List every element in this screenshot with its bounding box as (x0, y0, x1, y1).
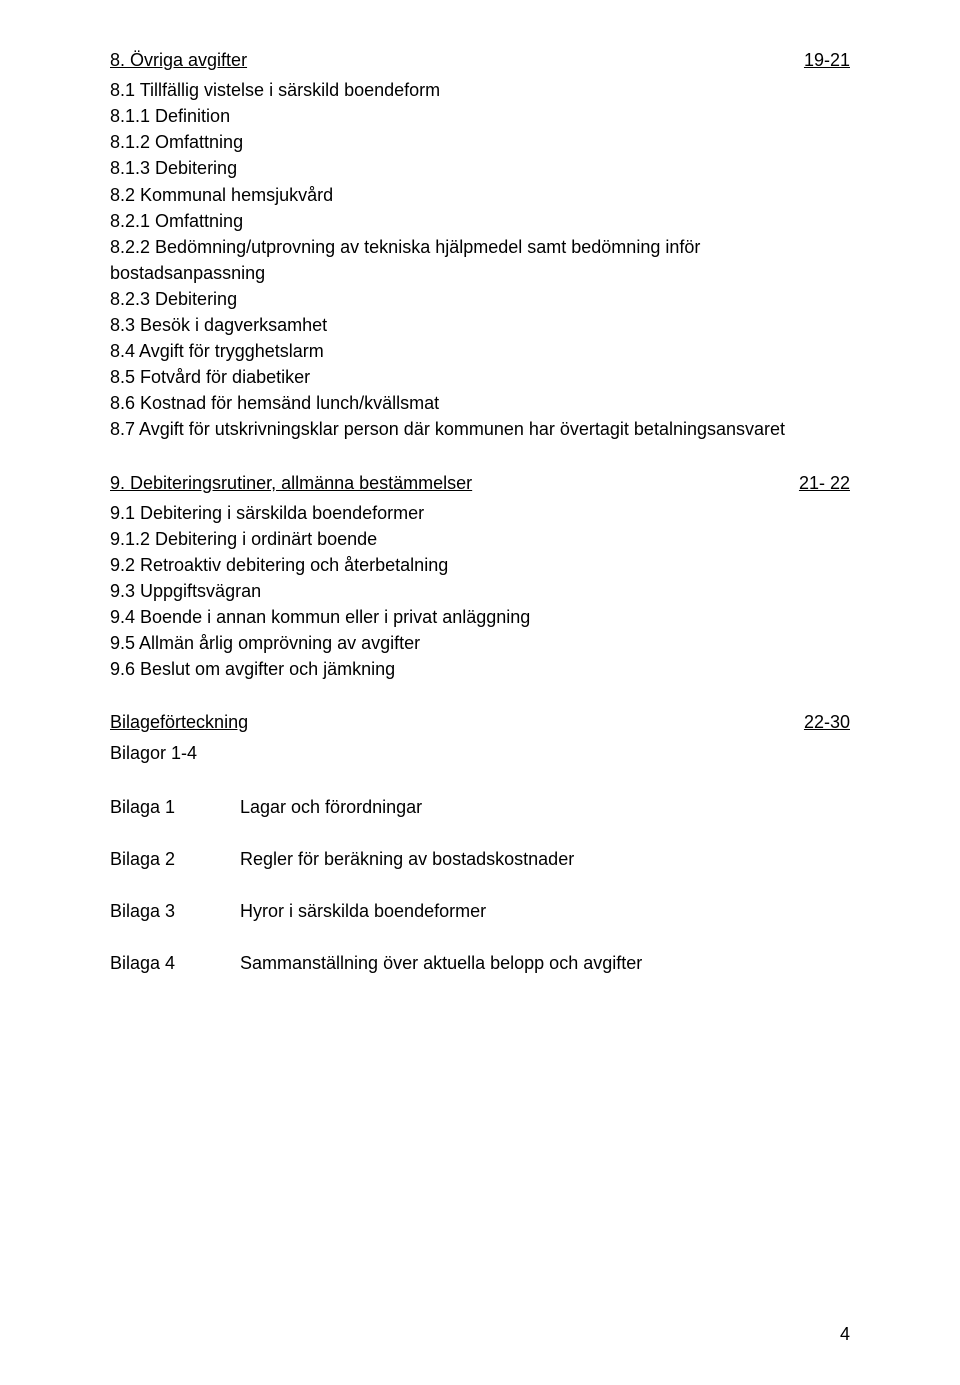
toc-entry: 8.2.3 Debitering (110, 286, 850, 312)
toc-entry: 9.1 Debitering i särskilda boendeformer (110, 500, 850, 526)
bilaga-text: Sammanställning över aktuella belopp och… (240, 950, 850, 976)
bilaga-text: Regler för beräkning av bostadskostnader (240, 846, 850, 872)
toc-entry: 8.2.1 Omfattning (110, 208, 850, 234)
toc-entry: 9.5 Allmän årlig omprövning av avgifter (110, 630, 850, 656)
toc-entry: 8.1.3 Debitering (110, 155, 850, 181)
toc-entry: 8.1 Tillfällig vistelse i särskild boend… (110, 77, 850, 103)
toc-entry: 8.2.2 Bedömning/utprovning av tekniska h… (110, 234, 850, 286)
section-8-heading: 8. Övriga avgifter 19-21 (110, 48, 850, 73)
bilaga-label: Bilaga 1 (110, 794, 240, 820)
bilaga-row: Bilaga 4 Sammanställning över aktuella b… (110, 950, 850, 976)
toc-entry: 8.6 Kostnad för hemsänd lunch/kvällsmat (110, 390, 850, 416)
bilaga-label: Bilaga 2 (110, 846, 240, 872)
bilagor-heading: Bilageförteckning 22-30 (110, 710, 850, 735)
bilaga-row: Bilaga 2 Regler för beräkning av bostads… (110, 846, 850, 872)
bilagor-subtitle: Bilagor 1-4 (110, 740, 850, 766)
page-number: 4 (840, 1324, 850, 1345)
section-9-heading: 9. Debiteringsrutiner, allmänna bestämme… (110, 471, 850, 496)
bilaga-text: Hyror i särskilda boendeformer (240, 898, 850, 924)
section-8-pages: 19-21 (804, 48, 850, 73)
toc-entry: 9.3 Uppgiftsvägran (110, 578, 850, 604)
bilaga-list: Bilaga 1 Lagar och förordningar Bilaga 2… (110, 794, 850, 976)
document-page: 8. Övriga avgifter 19-21 8.1 Tillfällig … (0, 0, 960, 1385)
bilaga-row: Bilaga 1 Lagar och förordningar (110, 794, 850, 820)
toc-entry: 8.3 Besök i dagverksamhet (110, 312, 850, 338)
toc-entry: 8.4 Avgift för trygghetslarm (110, 338, 850, 364)
section-9-title: 9. Debiteringsrutiner, allmänna bestämme… (110, 471, 472, 496)
bilaga-label: Bilaga 3 (110, 898, 240, 924)
toc-entry: 9.4 Boende i annan kommun eller i privat… (110, 604, 850, 630)
toc-entry: 9.6 Beslut om avgifter och jämkning (110, 656, 850, 682)
section-8-title: 8. Övriga avgifter (110, 48, 247, 73)
toc-entry: 8.2 Kommunal hemsjukvård (110, 182, 850, 208)
section-9-pages: 21- 22 (799, 471, 850, 496)
section-bilagor: Bilageförteckning 22-30 Bilagor 1-4 (110, 710, 850, 765)
bilagor-title: Bilageförteckning (110, 710, 248, 735)
section-8: 8. Övriga avgifter 19-21 8.1 Tillfällig … (110, 48, 850, 443)
bilaga-row: Bilaga 3 Hyror i särskilda boendeformer (110, 898, 850, 924)
toc-entry: 8.1.1 Definition (110, 103, 850, 129)
bilaga-label: Bilaga 4 (110, 950, 240, 976)
toc-entry: 8.7 Avgift för utskrivningsklar person d… (110, 416, 850, 442)
section-9: 9. Debiteringsrutiner, allmänna bestämme… (110, 471, 850, 683)
bilagor-pages: 22-30 (804, 710, 850, 735)
toc-entry: 8.5 Fotvård för diabetiker (110, 364, 850, 390)
toc-entry: 8.1.2 Omfattning (110, 129, 850, 155)
toc-entry: 9.2 Retroaktiv debitering och återbetaln… (110, 552, 850, 578)
bilaga-text: Lagar och förordningar (240, 794, 850, 820)
toc-entry: 9.1.2 Debitering i ordinärt boende (110, 526, 850, 552)
